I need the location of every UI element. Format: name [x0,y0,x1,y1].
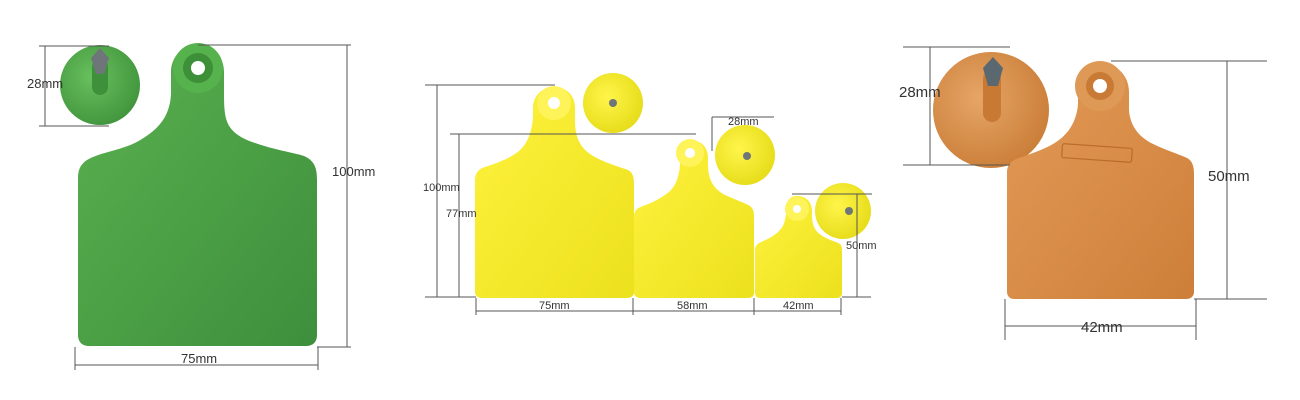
yellow-medium-stud-pin-icon [743,152,751,160]
yellow-large-hole [548,97,560,109]
yellow-medium-tag-body [634,140,754,298]
yellow-tag-group: 100mm 77mm 75mm 58mm 42mm 28mm 50mm [423,73,877,315]
orange-stud [933,52,1049,168]
yellow-small-stud [815,183,871,239]
orange-stud-pin-icon [983,57,1003,86]
green-stud-pin-icon [91,48,109,74]
green-dimensions [39,44,351,370]
orange-hole [1093,79,1107,93]
yellow-label-stud: 28mm [728,116,759,128]
green-label-width: 75mm [181,351,217,366]
yellow-dimensions [425,84,872,315]
yellow-label-width-medium: 58mm [677,300,708,312]
yellow-label-height-medium: 77mm [446,208,477,220]
green-label-stud: 28mm [27,76,63,91]
yellow-large-tag-body [475,87,634,298]
green-tag-hole [191,61,205,75]
orange-tag-group: 28mm 50mm 42mm [899,46,1267,340]
orange-dimensions [903,46,1267,340]
green-tag-body [78,45,317,346]
yellow-label-width-large: 75mm [539,300,570,312]
green-stud [60,45,140,125]
green-label-height: 100mm [332,164,375,179]
yellow-small-tag-body [755,196,842,298]
orange-label-height: 50mm [1208,168,1250,185]
yellow-label-height-small: 50mm [846,240,877,252]
yellow-large-stud-pin-icon [609,99,617,107]
orange-tag-body [1007,63,1194,299]
yellow-label-height-large: 100mm [423,182,460,194]
yellow-label-width-small: 42mm [783,300,814,312]
yellow-small-hole [793,205,801,213]
yellow-medium-hole [685,148,695,158]
orange-label-stud: 28mm [899,84,941,101]
green-tag-group: 28mm 100mm 75mm [27,43,375,370]
orange-label-width: 42mm [1081,319,1123,336]
yellow-small-stud-pin-icon [845,207,853,215]
orange-embossed-logo [1061,143,1133,163]
